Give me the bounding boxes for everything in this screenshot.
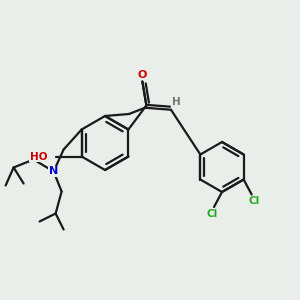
Text: H: H [172, 97, 180, 107]
Text: O: O [138, 70, 147, 80]
Text: HO: HO [30, 152, 48, 161]
Text: Cl: Cl [248, 196, 259, 206]
Text: N: N [49, 167, 58, 176]
Text: Cl: Cl [206, 209, 218, 219]
